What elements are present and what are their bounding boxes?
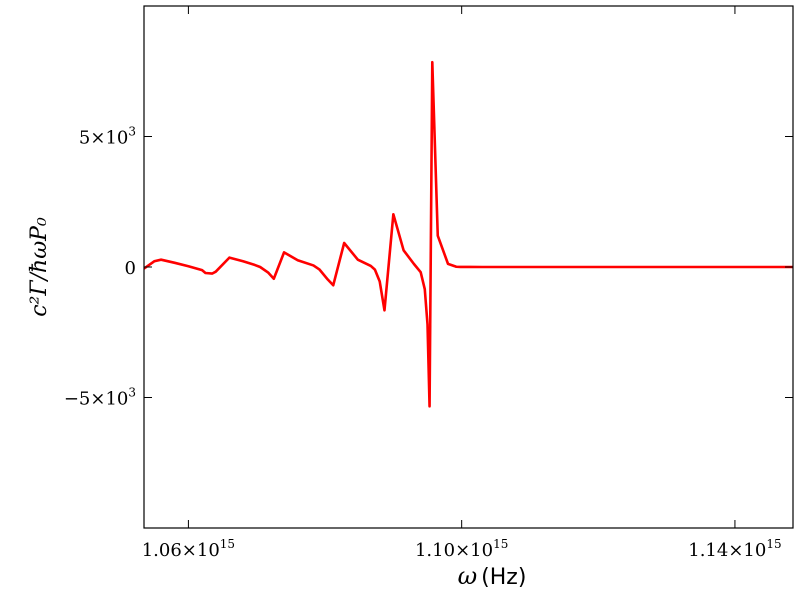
y-tick-label-mantissa: 0 xyxy=(125,258,136,279)
y-tick-label: −5×103 xyxy=(64,386,136,410)
y-tick-label-mantissa: 5 xyxy=(79,128,90,149)
y-tick-label: 0 xyxy=(125,258,136,279)
x-tick-label-mantissa: 1.06 xyxy=(142,540,182,561)
x-axis-unit: (Hz) xyxy=(481,565,526,590)
x-tick-label-times: ×10 xyxy=(455,540,493,561)
y-tick-label: 5×103 xyxy=(79,125,136,149)
series-line xyxy=(144,60,793,408)
x-tick-label-times: ×10 xyxy=(182,540,220,561)
y-tick-label-times: ×10 xyxy=(90,389,128,410)
x-tick-label: 1.14×1015 xyxy=(688,537,781,561)
y-axis-label: c²Γ/ħωP₀ xyxy=(27,217,52,317)
x-tick-label-exponent: 15 xyxy=(766,537,781,551)
y-tick-label-exponent: 3 xyxy=(128,125,136,139)
x-tick-label-exponent: 15 xyxy=(493,537,508,551)
x-tick-label: 1.10×1015 xyxy=(415,537,508,561)
x-tick-label-mantissa: 1.14 xyxy=(688,540,728,561)
x-tick-label-mantissa: 1.10 xyxy=(415,540,455,561)
x-axis-symbol: ω xyxy=(458,562,478,590)
x-tick-label: 1.06×1015 xyxy=(142,537,235,561)
x-tick-label-times: ×10 xyxy=(728,540,766,561)
x-axis-ticks: 1.06×1015 1.10×1015 1.14×1015 xyxy=(142,6,782,561)
x-axis-label: ω (Hz) xyxy=(458,562,527,590)
y-tick-label-times: ×10 xyxy=(90,128,128,149)
y-tick-label-exponent: 3 xyxy=(128,386,136,400)
y-tick-label-mantissa: −5 xyxy=(64,389,91,410)
x-tick-label-exponent: 15 xyxy=(220,537,235,551)
